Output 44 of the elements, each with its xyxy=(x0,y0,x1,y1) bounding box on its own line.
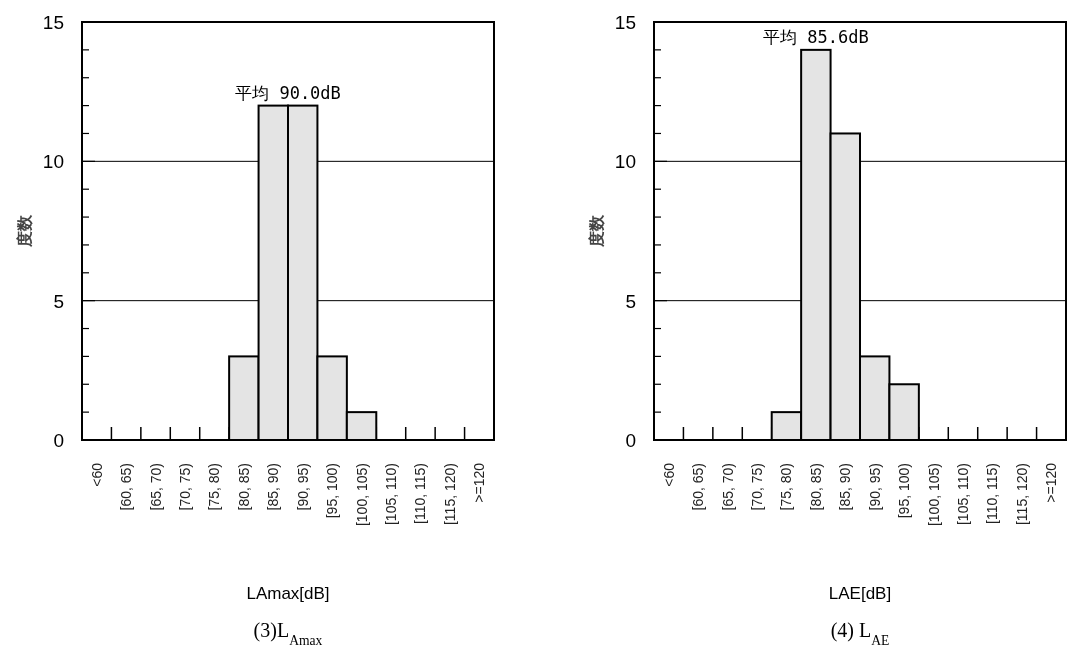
y-tick-label: 10 xyxy=(42,151,64,173)
x-axis-title: LAE[dB] xyxy=(828,584,892,603)
x-tick-label: [95, 100) xyxy=(896,463,913,519)
y-tick-label: 5 xyxy=(53,290,64,312)
x-tick-label: [70, 75) xyxy=(177,463,193,511)
x-axis-title: LAmax[dB] xyxy=(246,584,330,603)
annotation: 平均 85.6dB xyxy=(763,26,869,47)
x-tick-label: [100, 105) xyxy=(353,463,370,527)
x-tick-label: [75, 80) xyxy=(206,463,223,511)
x-tick-label: [115, 120) xyxy=(1013,463,1030,526)
y-tick-label: 15 xyxy=(42,12,64,33)
x-tick-label: [85, 90) xyxy=(265,463,282,511)
x-tick-label: [110, 115) xyxy=(412,463,429,524)
x-tick-label: [105, 110) xyxy=(955,463,971,526)
x-tick-label: [115, 120) xyxy=(441,463,458,526)
x-tick-label: <60 xyxy=(88,462,105,487)
x-tick-label: [110, 115) xyxy=(984,463,1001,524)
x-tick-label: >=120 xyxy=(1043,462,1060,503)
x-tick-label: [95, 100) xyxy=(324,463,341,519)
x-tick-label: [90, 95) xyxy=(866,463,883,511)
x-tick-label: >=120 xyxy=(471,462,488,503)
y-tick-label: 0 xyxy=(53,430,64,451)
x-tick-label: [65, 70) xyxy=(147,463,164,511)
y-tick-label: 15 xyxy=(614,12,636,33)
x-tick-label: [65, 70) xyxy=(719,463,736,511)
x-tick-label: [90, 95) xyxy=(294,463,311,511)
x-tick-label: <60 xyxy=(660,462,677,487)
y-tick-label: 0 xyxy=(625,430,636,451)
y-axis-title: 度数 xyxy=(15,214,33,248)
y-axis-title: 度数 xyxy=(587,214,605,248)
x-tick-label: [105, 110) xyxy=(383,463,399,526)
y-tick-label: 10 xyxy=(614,151,636,173)
annotation: 平均 90.0dB xyxy=(235,82,341,103)
text: (3)L$_{Amax}$ xyxy=(253,619,323,648)
x-tick-label: [80, 85) xyxy=(235,463,252,511)
x-tick-label: [80, 85) xyxy=(807,463,824,511)
x-tick-label: [100, 105) xyxy=(925,463,942,527)
x-tick-label: [60, 65) xyxy=(118,463,135,511)
x-tick-label: [85, 90) xyxy=(837,463,854,511)
x-tick-label: [75, 80) xyxy=(778,463,795,511)
y-tick-label: 5 xyxy=(625,290,636,312)
text: (4) L$_{AE}$ xyxy=(830,619,890,648)
x-tick-label: [60, 65) xyxy=(690,463,707,511)
x-tick-label: [70, 75) xyxy=(749,463,765,511)
